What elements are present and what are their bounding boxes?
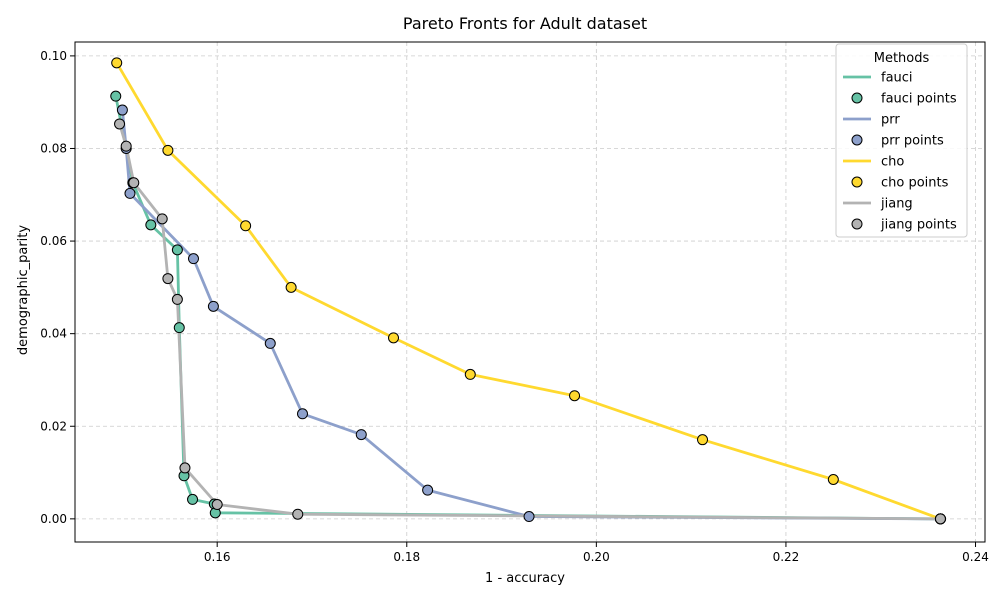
series-point-jiang (934, 513, 946, 525)
series-point-prr (297, 408, 308, 420)
y-tick-label: 0.02 (40, 419, 67, 433)
y-axis-label: demographic_parity (16, 225, 31, 355)
y-tick-label: 0.08 (40, 141, 67, 155)
series-point-cho (569, 390, 581, 402)
y-tick-label: 0.04 (40, 327, 67, 341)
x-tick-label: 0.18 (393, 550, 420, 564)
series-point-cho (697, 434, 709, 446)
series-point-prr (116, 104, 128, 116)
series-line-prr (121, 109, 941, 521)
series-point-cho (162, 144, 174, 156)
chart-title: Pareto Fronts for Adult dataset (403, 14, 647, 33)
series-point-prr (187, 253, 199, 265)
legend-label: jiang (880, 197, 913, 212)
series-point-jiang (114, 118, 126, 130)
x-tick-label: 0.16 (204, 550, 231, 564)
series-point-fauci (145, 219, 157, 231)
series-point-jiang (179, 462, 191, 474)
legend-label: prr (881, 113, 900, 128)
legend-marker-fauci (851, 92, 863, 104)
legend-label: prr points (881, 134, 944, 149)
legend-label: jiang points (880, 218, 957, 233)
legend-label: cho (881, 155, 904, 170)
series-point-prr (264, 337, 276, 349)
series-point-cho (388, 332, 399, 344)
legend-marker-cho (851, 176, 863, 188)
series-point-jiang (162, 273, 174, 285)
series-point-prr (422, 484, 434, 496)
legend-label: fauci points (881, 92, 957, 107)
series-point-jiang (211, 499, 223, 510)
legend-box (835, 43, 968, 238)
y-tick-label: 0.06 (40, 234, 67, 248)
series-layer (110, 57, 946, 525)
legend-marker-jiang (851, 218, 863, 230)
series-point-fauci (187, 493, 199, 505)
series-line-jiang (118, 123, 941, 521)
legend-marker-prr (851, 134, 863, 146)
axes: 0.16 0.18 0.20 0.22 0.24 0.00 0.02 0.04 0.06 0.08… (40, 41, 989, 564)
series-point-jiang (292, 508, 304, 520)
series-point-fauci (171, 244, 183, 256)
series-point-cho (464, 368, 476, 380)
x-axis-label: 1 - accuracy (485, 571, 565, 586)
y-tick-label: 0.00 (40, 512, 67, 526)
series-point-jiang (128, 177, 140, 189)
series-point-cho (285, 281, 297, 293)
legend-label: cho points (881, 176, 949, 191)
series-point-prr (207, 300, 219, 312)
series-point-prr (355, 429, 367, 441)
series-point-jiang (171, 293, 183, 305)
series-point-jiang (120, 140, 132, 152)
series-point-prr (523, 511, 535, 523)
legend-title: Methods (874, 51, 930, 66)
series-line-fauci (114, 95, 941, 521)
legend: Methods fauci fauci points prr prr points cho… (835, 43, 968, 238)
series-point-cho (111, 57, 123, 69)
plot-frame (74, 41, 986, 543)
series-line-cho (115, 62, 941, 521)
series-point-cho (240, 220, 252, 232)
series-point-cho (827, 474, 839, 485)
series-point-fauci (110, 90, 122, 102)
series-point-jiang (156, 213, 168, 225)
y-tick-label: 0.10 (40, 49, 67, 63)
series-point-fauci (173, 322, 185, 334)
x-tick-label: 0.20 (583, 550, 610, 564)
x-tick-label: 0.24 (962, 550, 989, 564)
x-tick-label: 0.22 (773, 550, 800, 564)
legend-label: fauci (881, 71, 913, 86)
series-point-prr (124, 187, 136, 199)
